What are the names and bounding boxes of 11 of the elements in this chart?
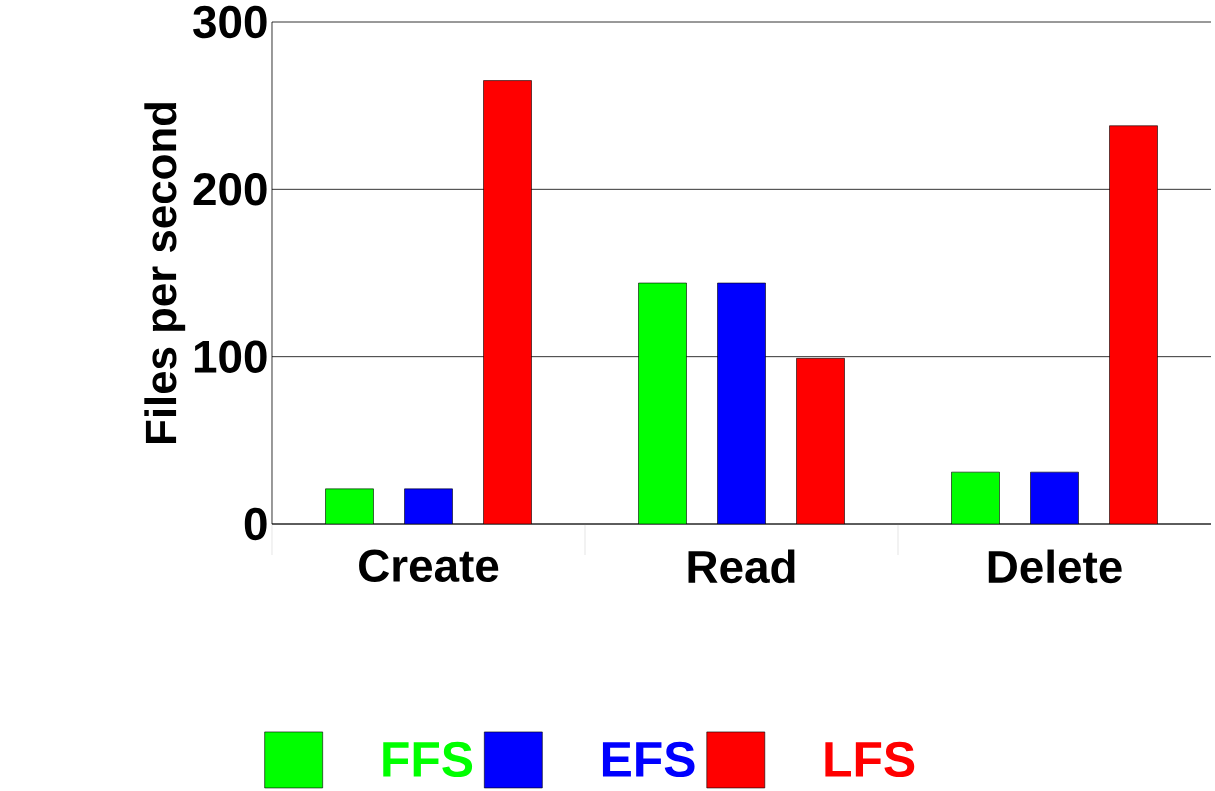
y-tick-label: 0 xyxy=(244,507,267,541)
y-tick-label: 200 xyxy=(193,173,267,206)
x-tick-label: Read xyxy=(688,549,795,584)
x-tick-label: Delete xyxy=(988,549,1122,584)
legend-label: EFS xyxy=(602,741,695,778)
y-axis-title: Files per second xyxy=(144,102,186,444)
legend-label: FFS xyxy=(383,741,473,778)
legend-label: LFS xyxy=(825,741,915,778)
x-tick-label: Create xyxy=(359,549,499,582)
y-tick-label: 300 xyxy=(193,5,267,39)
y-tick-label: 100 xyxy=(194,340,267,373)
